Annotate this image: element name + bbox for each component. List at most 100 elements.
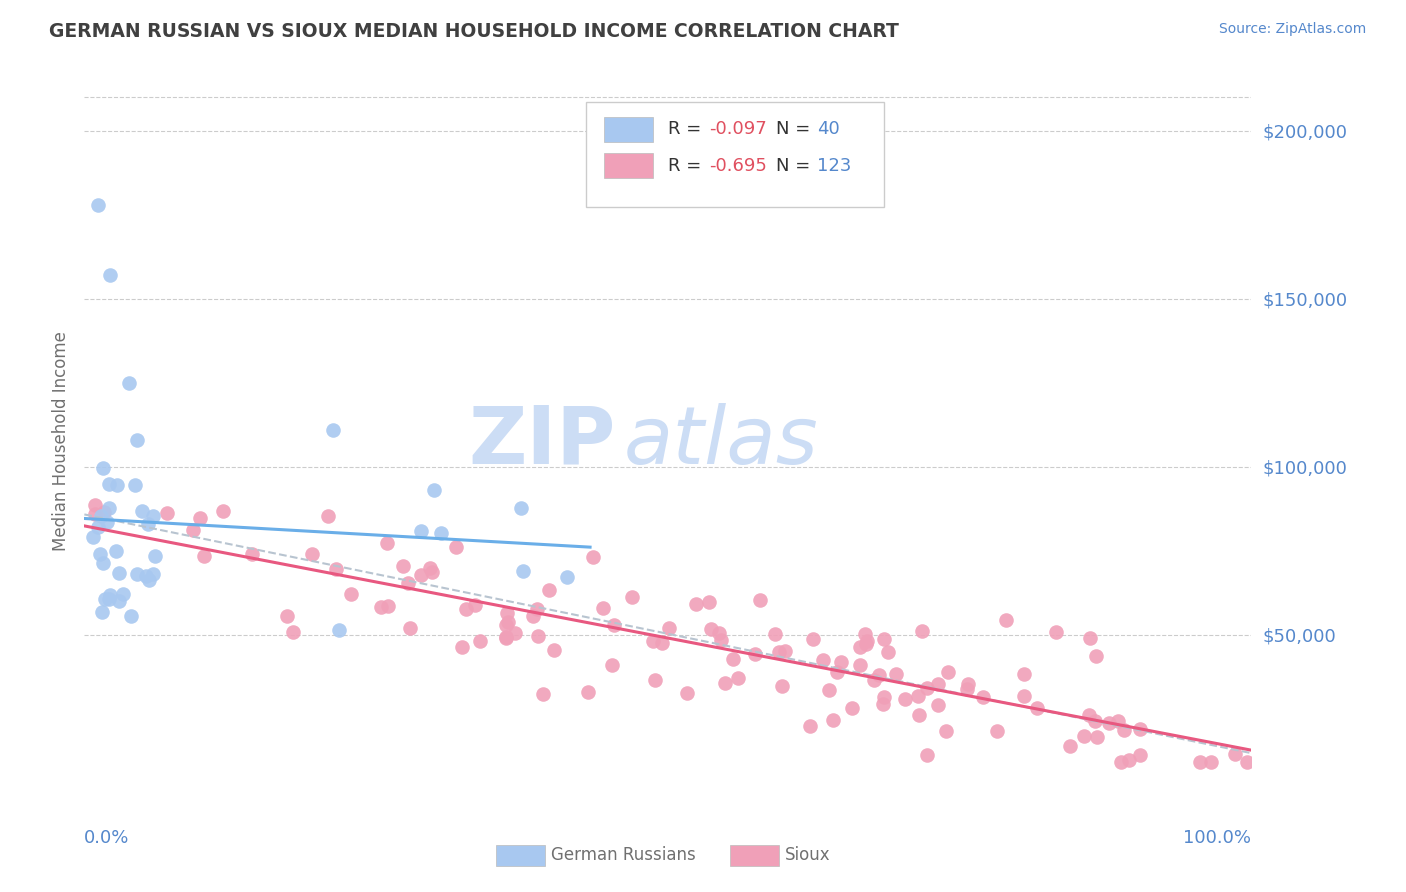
Point (118, 376, 141, 390)
Point (112, 587, 135, 601)
Text: -0.695: -0.695 (709, 156, 766, 175)
Point (375, 536, 398, 550)
FancyBboxPatch shape (603, 117, 652, 142)
Point (105, 478, 128, 492)
Point (142, 509, 165, 524)
Point (1097, 715, 1119, 730)
Point (93, 505, 115, 519)
Point (995, 613, 1018, 627)
Point (1012, 666, 1035, 681)
Point (1059, 739, 1081, 753)
Point (1199, 755, 1222, 769)
Point (240, 547, 263, 561)
Point (927, 677, 949, 691)
Point (721, 652, 744, 666)
Point (907, 708, 929, 723)
Point (127, 567, 149, 582)
Point (685, 597, 707, 611)
Point (1118, 753, 1140, 767)
Point (464, 598, 486, 612)
Point (853, 626, 876, 640)
Y-axis label: Median Household Income: Median Household Income (52, 332, 70, 551)
Point (82, 530, 104, 544)
Point (576, 685, 599, 699)
FancyBboxPatch shape (496, 845, 546, 865)
Point (543, 642, 565, 657)
Point (495, 618, 517, 632)
Point (592, 601, 614, 615)
Point (830, 655, 852, 669)
Text: 123: 123 (817, 156, 852, 175)
Point (582, 550, 605, 565)
Point (495, 630, 517, 644)
Point (710, 633, 733, 648)
Point (1045, 625, 1067, 640)
Point (763, 626, 786, 640)
Point (811, 653, 834, 667)
Point (1073, 729, 1095, 743)
Text: German Russians: German Russians (551, 846, 696, 863)
Point (773, 644, 796, 658)
Point (98, 588, 121, 602)
Point (142, 566, 165, 581)
Point (87, 197, 110, 211)
Text: -0.097: -0.097 (709, 120, 766, 138)
Text: 100.0%: 100.0% (1184, 829, 1251, 847)
Point (420, 565, 443, 579)
Point (1223, 747, 1246, 761)
Point (749, 592, 772, 607)
Point (301, 547, 323, 561)
Point (135, 569, 157, 583)
Point (96, 515, 118, 529)
Point (1189, 756, 1212, 770)
Point (803, 632, 825, 646)
Text: N =: N = (776, 156, 817, 175)
Point (108, 566, 131, 580)
Point (125, 433, 148, 447)
Text: N =: N = (776, 120, 817, 138)
Point (108, 593, 131, 607)
Point (86, 520, 108, 534)
Point (450, 640, 472, 654)
Point (283, 624, 305, 639)
Point (676, 686, 699, 700)
Point (770, 679, 793, 693)
Point (396, 576, 419, 591)
Point (98, 500, 121, 515)
Point (105, 543, 128, 558)
Point (744, 647, 766, 661)
Point (935, 724, 957, 739)
Point (1129, 748, 1152, 763)
Point (849, 640, 872, 654)
Point (818, 683, 841, 698)
Point (398, 621, 420, 635)
Point (212, 504, 235, 518)
Text: Source: ZipAtlas.com: Source: ZipAtlas.com (1219, 22, 1367, 37)
Text: R =: R = (668, 120, 707, 138)
Point (799, 719, 821, 733)
Point (884, 667, 907, 681)
Point (411, 567, 433, 582)
Point (600, 657, 623, 672)
Point (855, 634, 877, 648)
Point (855, 637, 877, 651)
Point (495, 631, 517, 645)
Point (496, 607, 519, 621)
Point (957, 677, 980, 691)
Point (894, 691, 917, 706)
Text: GERMAN RUSSIAN VS SIOUX MEDIAN HOUSEHOLD INCOME CORRELATION CHART: GERMAN RUSSIAN VS SIOUX MEDIAN HOUSEHOLD… (49, 22, 898, 41)
Point (911, 624, 934, 638)
Point (876, 645, 898, 659)
Point (512, 564, 534, 578)
Point (1085, 648, 1108, 663)
Point (768, 645, 790, 659)
Point (93, 592, 115, 607)
Point (1236, 756, 1258, 770)
Point (658, 621, 681, 635)
Point (727, 671, 749, 685)
Point (120, 609, 142, 624)
Point (503, 625, 526, 640)
Point (537, 583, 560, 598)
Point (188, 511, 211, 525)
Point (644, 673, 666, 687)
